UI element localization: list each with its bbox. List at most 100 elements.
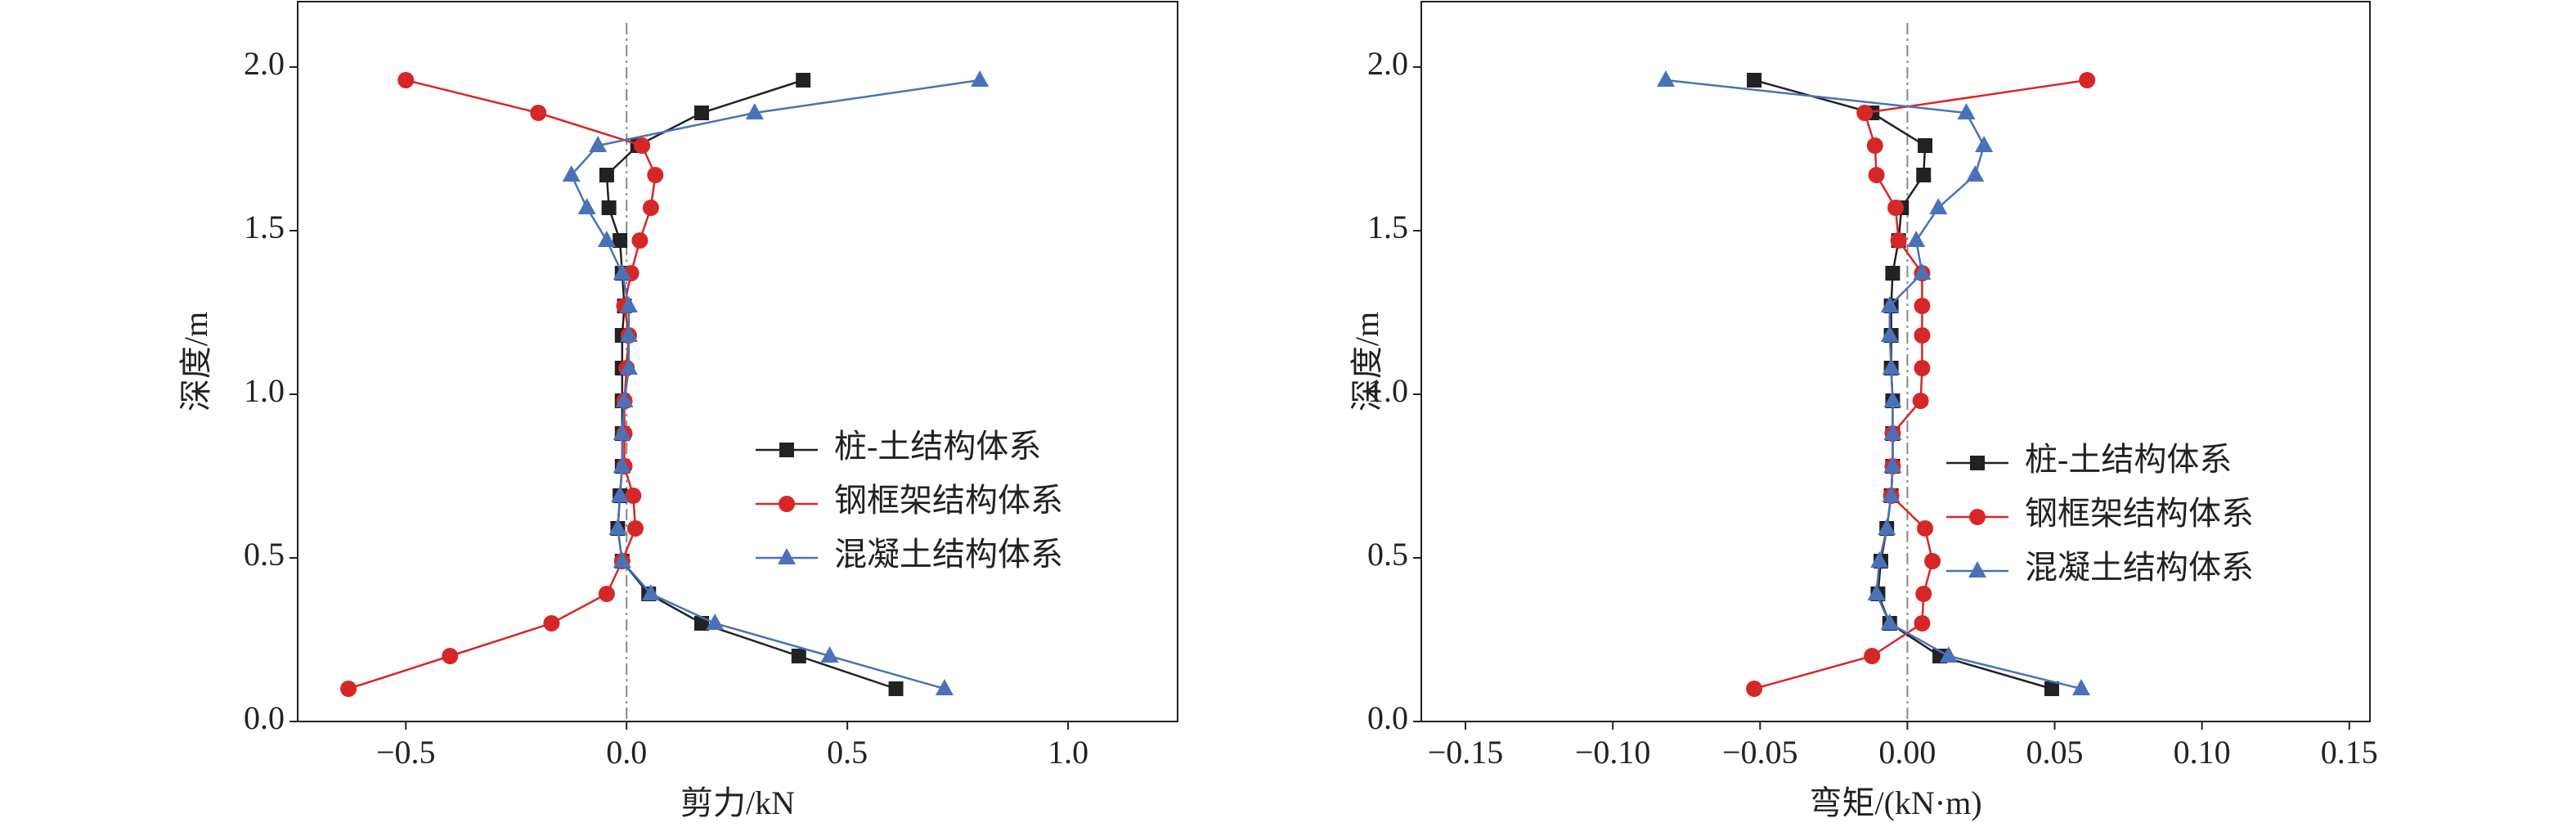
y-axis-label: 深度/m [177, 312, 214, 411]
marker [1747, 73, 1762, 88]
marker [1939, 646, 1958, 663]
marker [1975, 136, 1994, 152]
y-tick-label: 1.0 [1367, 372, 1408, 409]
marker [1890, 232, 1907, 249]
marker [641, 584, 660, 600]
marker [1914, 298, 1931, 314]
marker [543, 615, 560, 631]
legend-label: 钢框架结构体系 [2025, 495, 2254, 532]
marker [971, 70, 990, 87]
legend-label: 钢框架结构体系 [834, 482, 1063, 519]
marker [1868, 167, 1885, 183]
marker [1856, 105, 1874, 121]
x-tick-label: −0.10 [1575, 734, 1651, 771]
legend-marker [1968, 561, 1986, 578]
y-tick-label: 0.0 [244, 699, 285, 736]
marker [1924, 553, 1941, 569]
marker [1883, 391, 1902, 407]
marker [619, 358, 638, 375]
marker [2044, 681, 2059, 696]
marker [791, 649, 806, 663]
marker [601, 200, 617, 215]
marker [935, 679, 954, 695]
marker [613, 233, 628, 248]
marker [1864, 648, 1881, 664]
x-tick-label: 0.0 [606, 734, 647, 771]
marker [647, 167, 664, 183]
marker [608, 519, 627, 535]
x-tick-label: 1.0 [1048, 734, 1088, 771]
y-tick-label: 0.5 [244, 536, 285, 573]
marker [1883, 456, 1902, 473]
marker [1870, 551, 1889, 568]
legend-marker [779, 496, 795, 512]
marker [1913, 263, 1932, 280]
marker [820, 646, 839, 663]
marker [1957, 103, 1976, 119]
marker [1657, 70, 1676, 87]
y-tick-label: 2.0 [1367, 45, 1408, 82]
y-tick-label: 1.5 [244, 209, 285, 245]
marker [619, 296, 638, 312]
marker [1914, 327, 1931, 344]
marker [631, 232, 648, 249]
marker [613, 424, 631, 440]
marker [1918, 138, 1933, 153]
legend-label: 混凝土结构体系 [2025, 549, 2254, 586]
marker [1912, 393, 1929, 409]
x-axis-label: 弯矩/(kN·m) [1809, 784, 1981, 821]
marker [2071, 679, 2090, 695]
marker [1880, 296, 1899, 312]
marker [1883, 424, 1902, 440]
marker [597, 231, 616, 247]
marker [1914, 615, 1931, 631]
marker [642, 200, 659, 216]
chart: −0.15 −0.10 −0.05 0.00 0.05 0.10 0.15 0.0 0.5 1.0… [1349, 1, 2378, 821]
marker [442, 648, 459, 664]
x-tick-label: 0.05 [2026, 734, 2084, 771]
legend-label: 桩-土结构体系 [2025, 441, 2232, 478]
marker [577, 198, 596, 214]
marker [1914, 360, 1931, 376]
marker [589, 136, 608, 152]
marker [1746, 681, 1763, 697]
marker [1966, 165, 1985, 182]
marker [634, 137, 651, 154]
marker [2079, 72, 2096, 88]
x-tick-label: 0.5 [827, 734, 868, 771]
marker [613, 263, 631, 280]
marker [1917, 520, 1934, 537]
marker [340, 681, 357, 697]
marker [530, 105, 547, 121]
marker [1880, 326, 1899, 342]
legend-marker [779, 443, 794, 457]
marker [1866, 137, 1883, 154]
marker [745, 103, 764, 119]
plot-frame [1420, 1, 2371, 722]
marker [397, 72, 415, 88]
marker [1916, 168, 1932, 182]
series-line [1753, 79, 2053, 690]
marker [1885, 266, 1901, 281]
marker [611, 486, 630, 502]
marker [625, 488, 642, 504]
y-tick-label: 2.0 [244, 45, 285, 82]
y-tick-label: 0.0 [1367, 699, 1408, 736]
marker [1915, 586, 1932, 602]
plot-frame [297, 1, 1178, 722]
marker [613, 456, 631, 473]
marker [599, 168, 614, 182]
y-axis-label: 深度/m [1349, 312, 1385, 411]
x-tick-label: −0.5 [376, 734, 436, 771]
marker [706, 614, 725, 630]
legend-label: 混凝土结构体系 [834, 536, 1063, 573]
x-tick-label: 0.10 [2174, 734, 2231, 771]
y-tick-label: 1.5 [1367, 209, 1408, 245]
marker [1878, 519, 1896, 535]
x-tick-label: −0.15 [1428, 734, 1504, 771]
chart: −0.5 0.0 0.5 1.0 0.0 0.5 1.0 1.5 2.0 剪力/kN 深度/m 桩-土… [177, 1, 1178, 821]
y-tick-label: 1.0 [244, 372, 285, 409]
x-tick-label: −0.05 [1722, 734, 1798, 771]
x-axis-label: 剪力/kN [680, 784, 795, 821]
